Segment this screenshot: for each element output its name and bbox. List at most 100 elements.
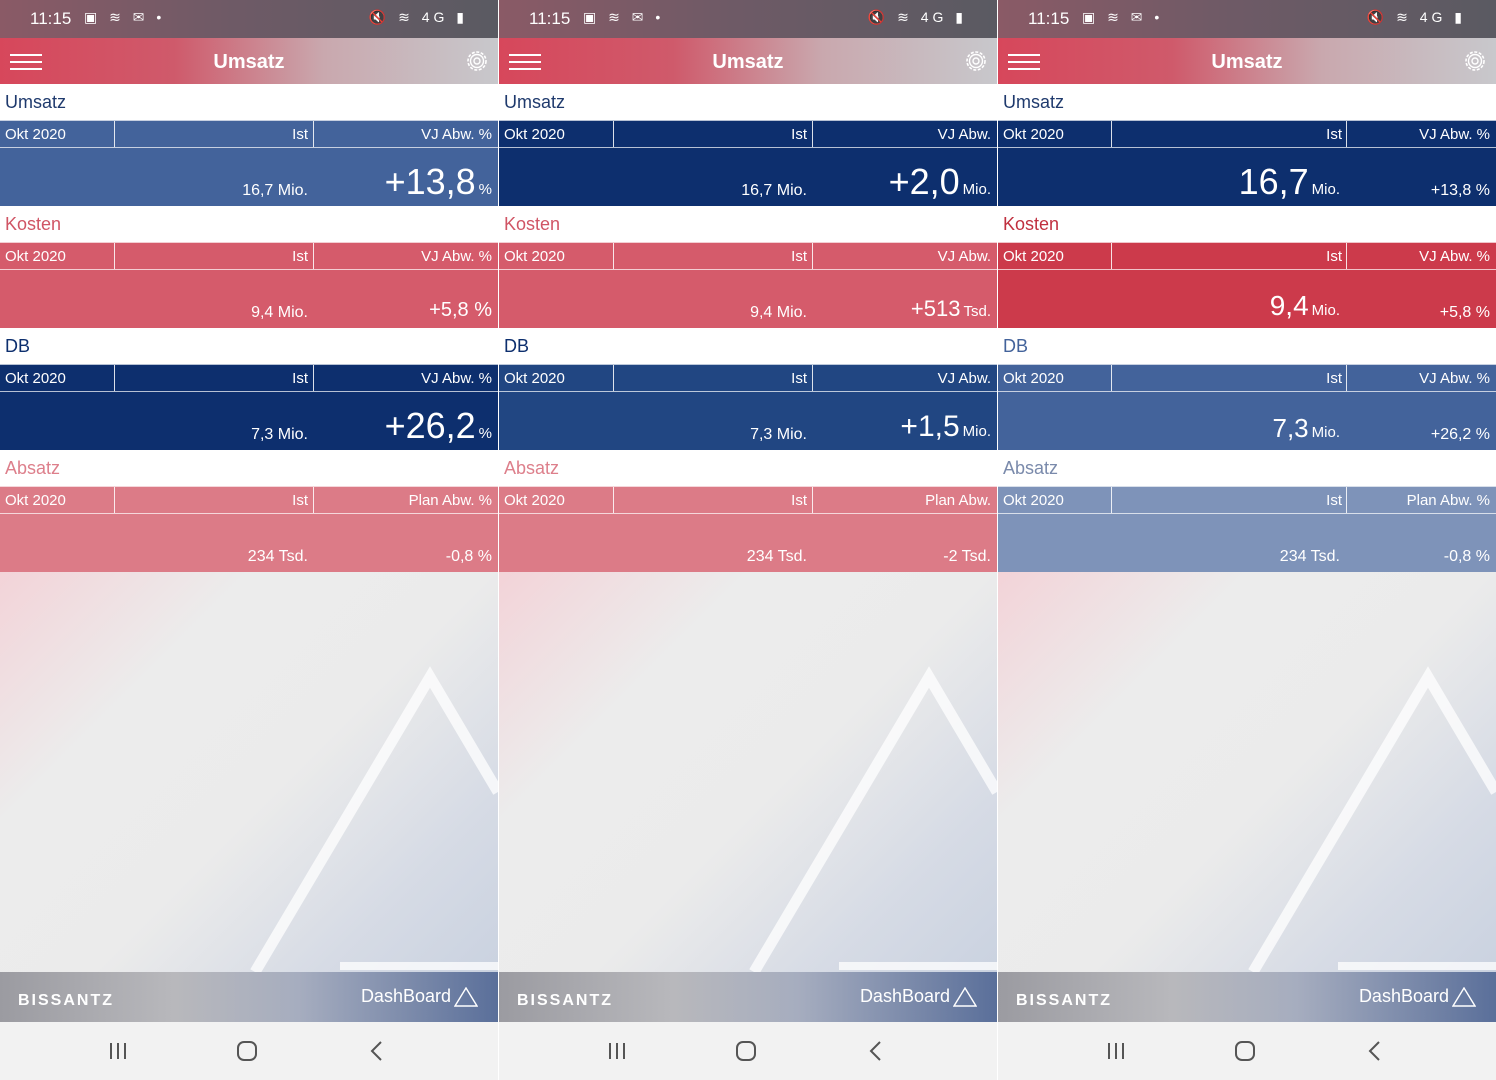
dashboard-logo: DashBoard [1359, 986, 1476, 1007]
brand-logo: BISSANTZ [18, 992, 114, 1009]
period-label: Okt 2020 [5, 492, 66, 509]
kpi-value-row: 7,3 Mio. +1,5 Mio. [499, 392, 997, 450]
kpi-value-row: 9,4 Mio. +5,8 % [998, 270, 1496, 328]
ist-label: Ist [791, 126, 807, 143]
recent-apps-icon[interactable] [1103, 1038, 1129, 1064]
system-nav-bar [499, 1022, 997, 1080]
back-icon[interactable] [364, 1038, 390, 1064]
ist-value: 9,4 Mio. [1269, 290, 1340, 321]
kpi-value-row: 9,4 Mio. +5,8 % [0, 270, 498, 328]
back-icon[interactable] [1362, 1038, 1388, 1064]
dashboard-logo: DashBoard [361, 986, 478, 1007]
kpi-absatz[interactable]: Absatz Okt 2020 Ist Plan Abw. 234 Tsd. -… [499, 450, 997, 572]
app-bar: Umsatz [499, 38, 997, 84]
kpi-title: DB [504, 336, 530, 356]
recent-apps-icon[interactable] [105, 1038, 131, 1064]
deviation-value: -0,8 % [1443, 548, 1490, 565]
notification-icons: ▣ ≋ ✉ • [583, 9, 665, 25]
kpi-umsatz[interactable]: Umsatz Okt 2020 Ist VJ Abw. % 16,7 Mio. … [0, 84, 498, 206]
status-bar: 11:15 ▣ ≋ ✉ • 🔇 ≋ 4G ▮ [998, 0, 1496, 38]
ist-value: 9,4 Mio. [750, 304, 807, 321]
kpi-header-row: Okt 2020 Ist VJ Abw. % [998, 120, 1496, 148]
deviation-value: +1,5 Mio. [900, 410, 991, 443]
deviation-value: +513 Tsd. [910, 296, 991, 321]
home-icon[interactable] [234, 1038, 260, 1064]
kpi-value-row: 234 Tsd. -2 Tsd. [499, 514, 997, 572]
kpi-header-row: Okt 2020 Ist VJ Abw. [499, 242, 997, 270]
hamburger-icon[interactable] [1008, 54, 1040, 70]
period-label: Okt 2020 [504, 126, 565, 143]
kpi-header-row: Okt 2020 Ist VJ Abw. % [0, 242, 498, 270]
period-label: Okt 2020 [1003, 248, 1064, 265]
period-label: Okt 2020 [1003, 492, 1064, 509]
home-icon[interactable] [1232, 1038, 1258, 1064]
deviation-value: +26,2% [384, 405, 492, 446]
deviation-value: +5,8 % [429, 299, 492, 321]
home-icon[interactable] [733, 1038, 759, 1064]
deviation-label: Plan Abw. % [1406, 492, 1490, 509]
deviation-label: VJ Abw. % [1419, 126, 1490, 143]
ist-value: 9,4 Mio. [251, 304, 308, 321]
kpi-umsatz[interactable]: Umsatz Okt 2020 Ist VJ Abw. % 16,7 Mio. +… [998, 84, 1496, 206]
period-label: Okt 2020 [5, 126, 66, 143]
period-label: Okt 2020 [5, 248, 66, 265]
hamburger-icon[interactable] [10, 54, 42, 70]
deviation-label: VJ Abw. [937, 248, 991, 265]
status-time: 11:15 [1028, 9, 1070, 28]
hamburger-icon[interactable] [509, 54, 541, 70]
deviation-value: +5,8 % [1439, 304, 1490, 321]
brand-logo: BISSANTZ [517, 992, 613, 1009]
phone-screen-1: 11:15 ▣ ≋ ✉ • 🔇 ≋ 4G ▮ Umsatz Umsatz Okt… [0, 0, 498, 1080]
kpi-header-row: Okt 2020 Ist VJ Abw. [499, 364, 997, 392]
system-nav-bar [998, 1022, 1496, 1080]
kpi-title: Absatz [1003, 458, 1059, 478]
kpi-db[interactable]: DB Okt 2020 Ist VJ Abw. 7,3 Mio. +1,5 Mio… [499, 328, 997, 450]
kpi-db[interactable]: DB Okt 2020 Ist VJ Abw. % 7,3 Mio. +26,2… [0, 328, 498, 450]
kpi-absatz[interactable]: Absatz Okt 2020 Ist Plan Abw. % 234 Tsd.… [998, 450, 1496, 572]
deviation-label: VJ Abw. [937, 370, 991, 387]
kpi-kosten[interactable]: Kosten Okt 2020 Ist VJ Abw. % 9,4 Mio. +… [0, 206, 498, 328]
ist-label: Ist [791, 370, 807, 387]
kpi-value-row: 7,3 Mio. +26,2% [0, 392, 498, 450]
recent-apps-icon[interactable] [604, 1038, 630, 1064]
deviation-label: VJ Abw. % [1419, 248, 1490, 265]
system-nav-bar [0, 1022, 498, 1080]
gear-icon[interactable] [963, 48, 989, 74]
notification-icons: ▣ ≋ ✉ • [1082, 9, 1164, 25]
deviation-value: -0,8 % [445, 548, 492, 565]
kpi-header-row: Okt 2020 Ist VJ Abw. % [0, 120, 498, 148]
kpi-header-row: Okt 2020 Ist Plan Abw. [499, 486, 997, 514]
back-icon[interactable] [863, 1038, 889, 1064]
ist-value: 7,3 Mio. [750, 426, 807, 443]
ist-value: 7,3 Mio. [251, 426, 308, 443]
kpi-header-row: Okt 2020 Ist VJ Abw. % [0, 364, 498, 392]
status-time: 11:15 [30, 9, 72, 28]
ist-value: 16,7 Mio. [741, 182, 807, 199]
kpi-value-row: 234 Tsd. -0,8 % [0, 514, 498, 572]
period-label: Okt 2020 [504, 370, 565, 387]
notification-icons: ▣ ≋ ✉ • [84, 9, 166, 25]
kpi-value-row: 16,7 Mio. +13,8 % [998, 148, 1496, 206]
deviation-value: +13,8 % [1430, 182, 1490, 199]
ist-label: Ist [292, 126, 308, 143]
kpi-db[interactable]: DB Okt 2020 Ist VJ Abw. % 7,3 Mio. +26,2 … [998, 328, 1496, 450]
kpi-value-row: 9,4 Mio. +513 Tsd. [499, 270, 997, 328]
kpi-kosten[interactable]: Kosten Okt 2020 Ist VJ Abw. % 9,4 Mio. +5… [998, 206, 1496, 328]
gear-icon[interactable] [464, 48, 490, 74]
kpi-umsatz[interactable]: Umsatz Okt 2020 Ist VJ Abw. 16,7 Mio. +2… [499, 84, 997, 206]
kpi-header-row: Okt 2020 Ist Plan Abw. % [0, 486, 498, 514]
kpi-absatz[interactable]: Absatz Okt 2020 Ist Plan Abw. % 234 Tsd.… [0, 450, 498, 572]
app-bar: Umsatz [998, 38, 1496, 84]
phone-screen-3: 11:15 ▣ ≋ ✉ • 🔇 ≋ 4G ▮ Umsatz Umsatz Okt… [998, 0, 1496, 1080]
ist-label: Ist [791, 248, 807, 265]
period-label: Okt 2020 [5, 370, 66, 387]
gear-icon[interactable] [1462, 48, 1488, 74]
kpi-value-row: 7,3 Mio. +26,2 % [998, 392, 1496, 450]
period-label: Okt 2020 [504, 492, 565, 509]
period-label: Okt 2020 [504, 248, 565, 265]
triangle-watermark-icon [250, 666, 498, 972]
ist-label: Ist [292, 370, 308, 387]
page-title: Umsatz [712, 51, 784, 73]
kpi-kosten[interactable]: Kosten Okt 2020 Ist VJ Abw. 9,4 Mio. +51… [499, 206, 997, 328]
deviation-label: VJ Abw. [937, 126, 991, 143]
